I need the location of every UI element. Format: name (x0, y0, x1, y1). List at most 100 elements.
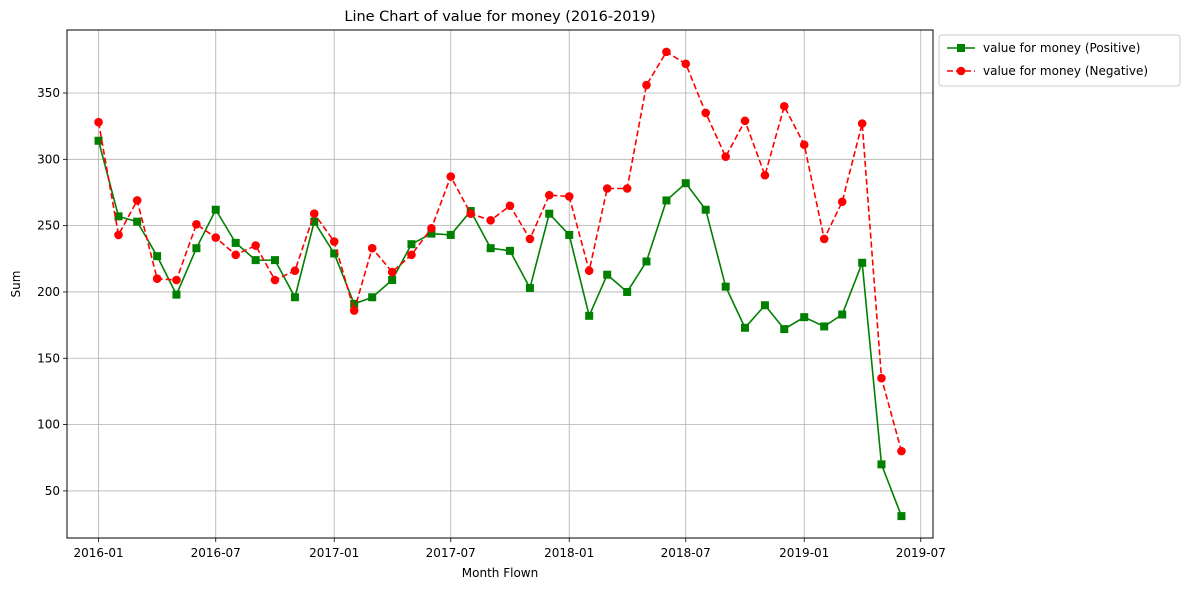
data-point (603, 270, 612, 279)
y-tick-label: 100 (37, 418, 60, 432)
data-point (270, 275, 280, 285)
data-point (799, 140, 809, 150)
data-point (407, 240, 416, 249)
chart-title: Line Chart of value for money (2016-2019… (344, 9, 655, 25)
y-tick-label: 200 (37, 285, 60, 299)
data-point (505, 201, 515, 211)
data-point (740, 116, 750, 126)
data-point (565, 230, 574, 239)
data-point (290, 293, 299, 302)
data-point (427, 223, 436, 233)
data-point (290, 266, 300, 276)
data-point (858, 258, 867, 267)
legend-marker (956, 66, 966, 76)
data-point (172, 275, 181, 285)
legend: value for money (Positive) value for mone… (938, 34, 1181, 87)
data-point (192, 220, 201, 229)
data-point (407, 250, 416, 260)
data-point (622, 184, 632, 193)
data-point (114, 212, 123, 221)
y-axis-label: Sum (9, 271, 23, 298)
data-point (820, 322, 829, 331)
x-tick-label: 2019-07 (896, 546, 946, 560)
data-point (466, 209, 476, 219)
data-point (211, 205, 220, 214)
y-tick-label: 350 (37, 86, 60, 100)
data-point (505, 246, 514, 255)
data-point (309, 209, 319, 219)
data-point (838, 310, 847, 319)
data-point (760, 301, 769, 310)
data-point (545, 209, 554, 218)
data-point (819, 234, 829, 244)
data-point (779, 101, 789, 111)
data-point (721, 282, 730, 291)
x-tick-label: 2017-07 (426, 546, 476, 560)
y-tick-label: 150 (37, 351, 60, 365)
data-point (701, 108, 711, 118)
data-point (584, 266, 594, 276)
axes: 2016-01 2016-07 2017-01 2017-07 2018-01 2018-… (37, 86, 946, 560)
data-point (329, 237, 339, 246)
data-point (152, 274, 162, 283)
data-point (642, 80, 651, 90)
data-point (172, 290, 181, 299)
data-point (837, 197, 847, 207)
data-point (251, 241, 260, 250)
y-tick-label: 50 (45, 484, 60, 498)
data-point (642, 257, 651, 266)
data-point (760, 170, 770, 180)
y-tick-label: 300 (37, 152, 60, 166)
data-point (544, 190, 554, 200)
data-point (387, 267, 397, 277)
data-point (310, 217, 319, 226)
data-point (133, 217, 142, 226)
y-tick-label: 250 (37, 219, 60, 233)
data-point (681, 179, 690, 188)
data-point (897, 512, 906, 521)
series-line (97, 50, 903, 452)
data-point (114, 230, 123, 240)
x-tick-label: 2016-01 (73, 546, 123, 560)
data-point (525, 283, 534, 292)
data-point (94, 136, 103, 145)
data-point (897, 446, 906, 456)
data-point (330, 249, 339, 258)
data-point (231, 238, 240, 247)
data-point (446, 172, 456, 181)
x-tick-label: 2018-01 (544, 546, 594, 560)
data-point (877, 373, 886, 383)
data-point (623, 287, 632, 296)
series-2 (94, 47, 906, 456)
data-point (780, 325, 789, 334)
legend-label: value for money (Positive) (983, 41, 1140, 55)
data-point (877, 460, 886, 469)
data-point (132, 196, 142, 205)
x-tick-label: 2018-07 (661, 546, 711, 560)
data-point (388, 276, 397, 285)
data-point (525, 234, 535, 244)
data-point (231, 250, 240, 260)
data-point (153, 252, 162, 261)
data-point (602, 184, 612, 193)
data-point (721, 152, 730, 161)
data-point (367, 243, 377, 253)
data-point (486, 216, 495, 225)
data-point (564, 192, 574, 201)
data-point (349, 306, 359, 315)
data-point (681, 59, 691, 69)
data-point (270, 256, 279, 265)
x-axis-label: Month Flown (462, 566, 538, 580)
x-tick-label: 2017-01 (309, 546, 359, 560)
data-point (251, 256, 260, 265)
data-point (368, 293, 377, 302)
data-point (211, 233, 221, 242)
plot-frame (66, 29, 934, 539)
x-tick-label: 2016-07 (191, 546, 241, 560)
data-point (192, 244, 201, 253)
grid-lines (67, 30, 933, 538)
x-tick-label: 2019-01 (779, 546, 829, 560)
data-point (662, 47, 671, 57)
series-1 (94, 136, 906, 521)
legend-label: value for money (Negative) (983, 64, 1148, 78)
